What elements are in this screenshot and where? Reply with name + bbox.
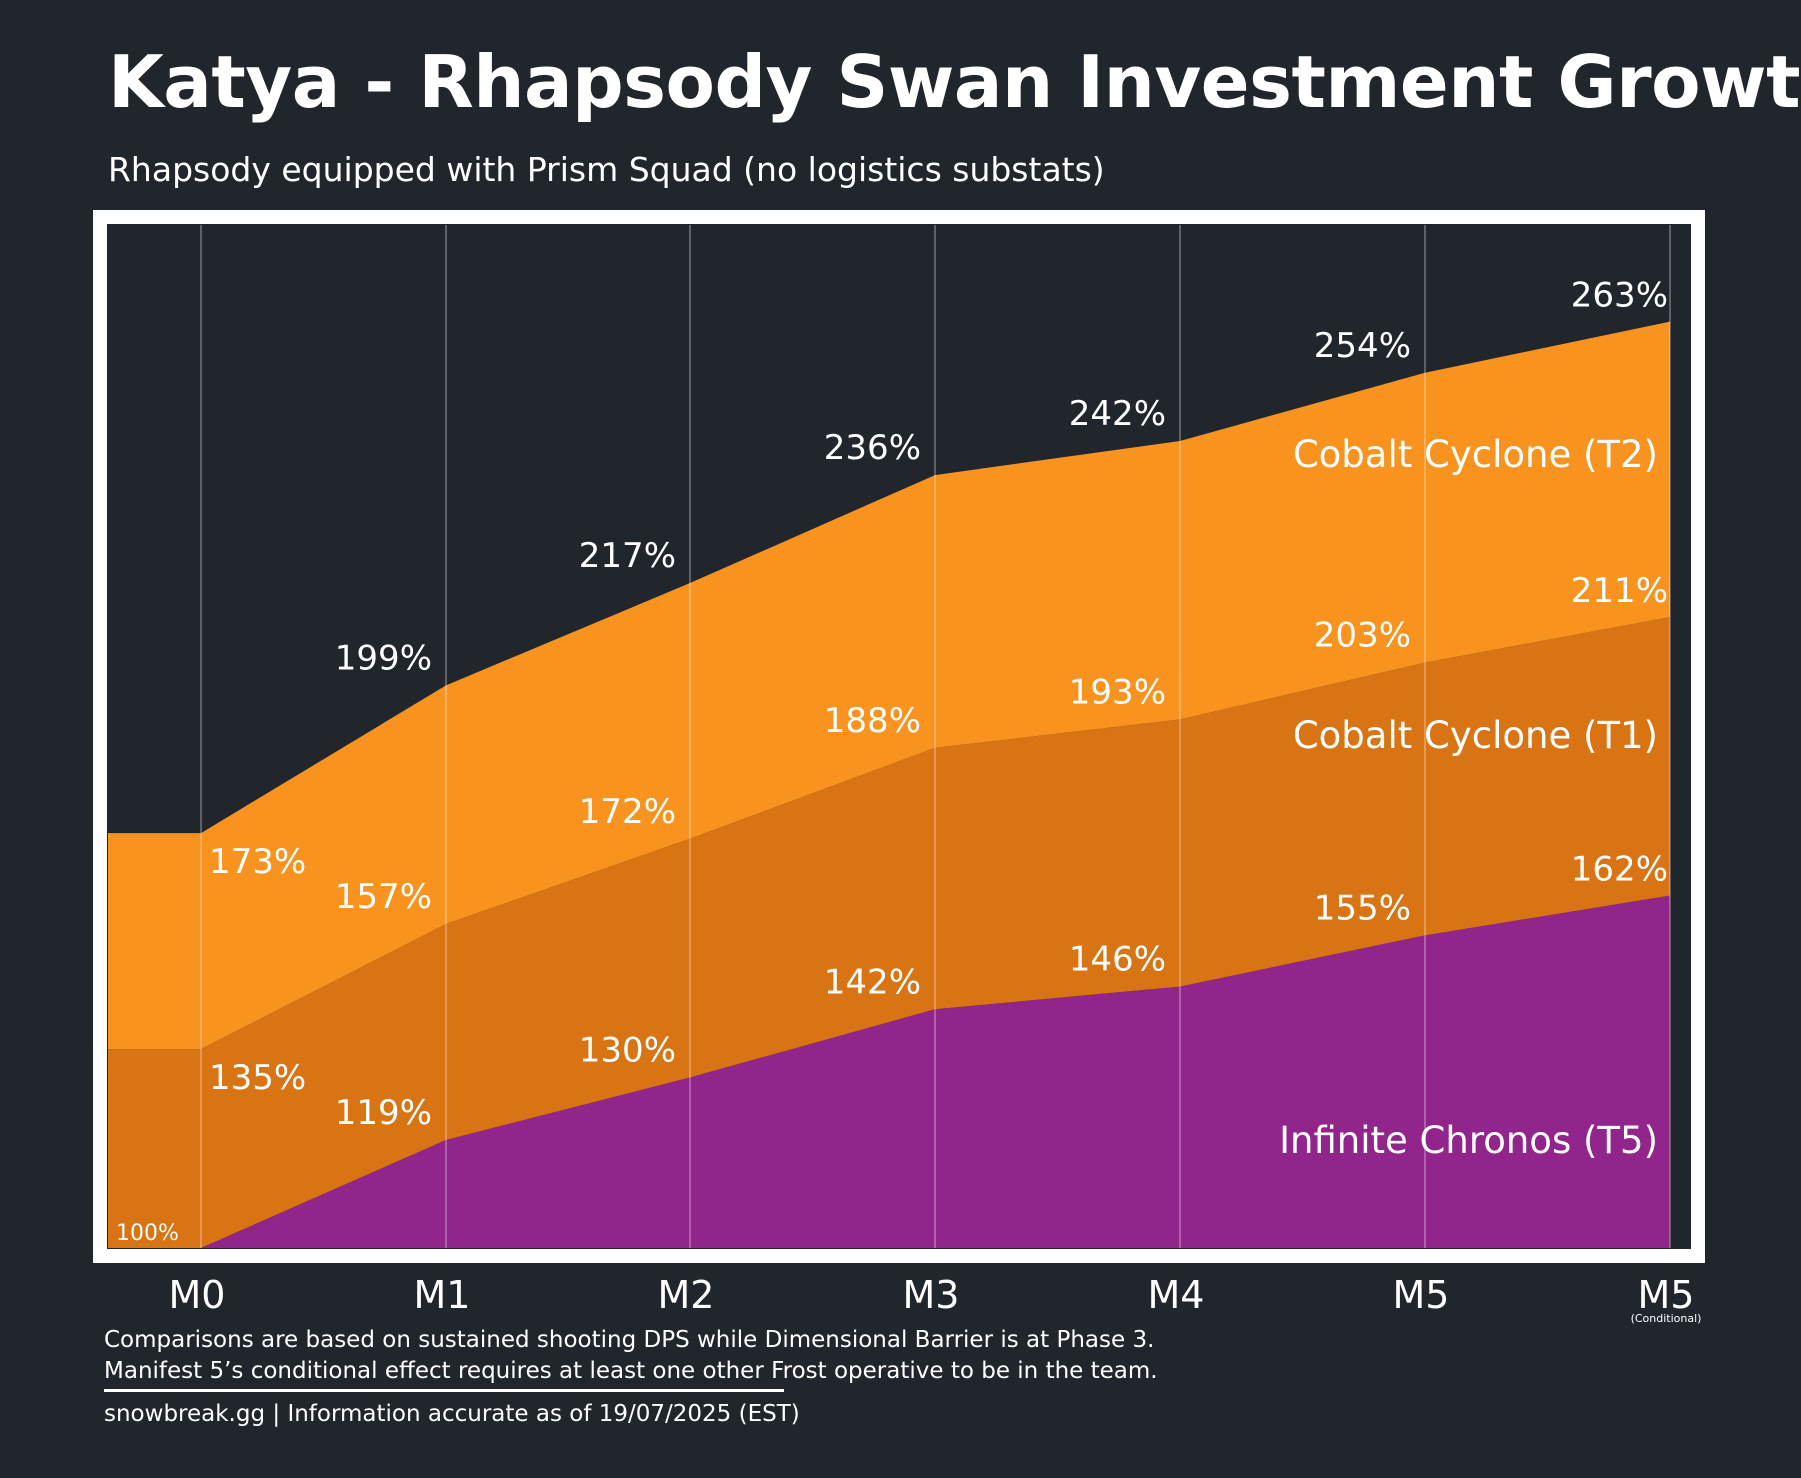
x-tick-label-4: M4 [1148,1273,1205,1317]
x-tick-label-0: M0 [169,1273,226,1317]
data-label-s1-2: 172% [579,792,676,832]
x-tick-label-5: M5 [1393,1273,1450,1317]
data-label-s2-6: 263% [1571,276,1668,316]
data-label-s0-3: 142% [824,962,921,1002]
data-label-s2-2: 217% [579,536,676,576]
data-label-s2-3: 236% [824,428,921,468]
footnote-source: snowbreak.gg | Information accurate as o… [104,1401,800,1427]
chart-frame [93,210,1705,1263]
baseline-label: 100% [116,1221,179,1246]
data-label-s1-6: 211% [1571,571,1668,611]
data-label-s1-0: 135% [209,1058,306,1098]
data-label-s0-5: 155% [1314,888,1411,928]
footnote-phase: Comparisons are based on sustained shoot… [104,1327,1155,1353]
data-label-s0-6: 162% [1571,850,1668,890]
series-label-t2: Cobalt Cyclone (T2) [1293,433,1658,476]
area-infinite-chronos-t5 [108,895,1670,1248]
x-tick-sublabel-6: (Conditional) [1631,1312,1702,1325]
data-label-s1-4: 193% [1069,672,1166,712]
data-label-s0-4: 146% [1069,940,1166,980]
data-label-s0-1: 119% [335,1093,432,1133]
data-label-s1-5: 203% [1314,616,1411,656]
series-label-t1: Cobalt Cyclone (T1) [1293,714,1658,757]
area-cobalt-cyclone-t2 [108,321,1670,1050]
area-cobalt-cyclone-t1 [108,617,1670,1248]
data-label-s2-4: 242% [1069,394,1166,434]
x-tick-label-2: M2 [658,1273,715,1317]
chart-title: Katya - Rhapsody Swan Investment Growth [108,40,1801,124]
chart-subtitle: Rhapsody equipped with Prism Squad (no l… [108,150,1105,189]
data-label-s1-1: 157% [335,877,432,917]
data-label-s1-3: 188% [824,701,921,741]
x-tick-label-1: M1 [414,1273,471,1317]
footnote-conditional: Manifest 5’s conditional effect requires… [104,1358,1158,1384]
data-label-s2-5: 254% [1314,326,1411,366]
data-label-s0-2: 130% [579,1031,676,1071]
x-tick-label-6: M5 [1638,1273,1695,1317]
x-tick-label-3: M3 [903,1273,960,1317]
footnote-divider [104,1389,784,1392]
data-label-s2-1: 199% [335,638,432,678]
data-label-s2-0: 173% [209,842,306,882]
series-label-t5: Infinite Chronos (T5) [1279,1119,1658,1162]
